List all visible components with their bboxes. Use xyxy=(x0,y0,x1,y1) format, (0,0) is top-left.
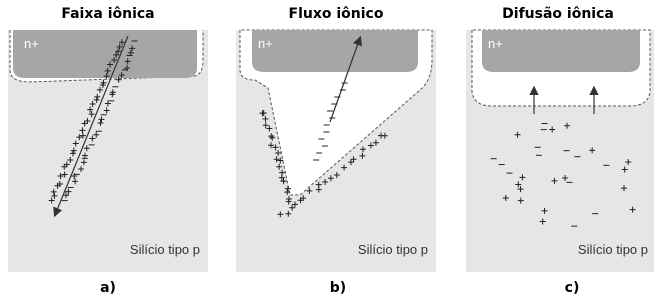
region-label: n+ xyxy=(258,36,273,51)
caption: a) xyxy=(100,280,116,296)
caption: c) xyxy=(565,280,580,296)
title: Fluxo iônico xyxy=(289,6,384,22)
n-region xyxy=(252,30,418,72)
panel-c: Difusão iônica n+ Silício tipo p c) xyxy=(466,6,654,296)
region-label: n+ xyxy=(24,36,39,51)
substrate-label: Silício tipo p xyxy=(578,242,648,257)
panel-a: Faixa iônica n+ Silício tipo p a) xyxy=(8,6,208,296)
substrate-label: Silício tipo p xyxy=(358,242,428,257)
n-region xyxy=(482,30,640,72)
title: Faixa iônica xyxy=(61,6,154,22)
panel-b: Fluxo iônico n+ Silício tipo p b) xyxy=(236,6,436,296)
caption: b) xyxy=(330,280,346,296)
region-label: n+ xyxy=(488,36,503,51)
diagram: Faixa iônica n+ Silício tipo p a) Fluxo … xyxy=(0,0,654,298)
substrate-label: Silício tipo p xyxy=(130,242,200,257)
title: Difusão iônica xyxy=(502,6,614,22)
